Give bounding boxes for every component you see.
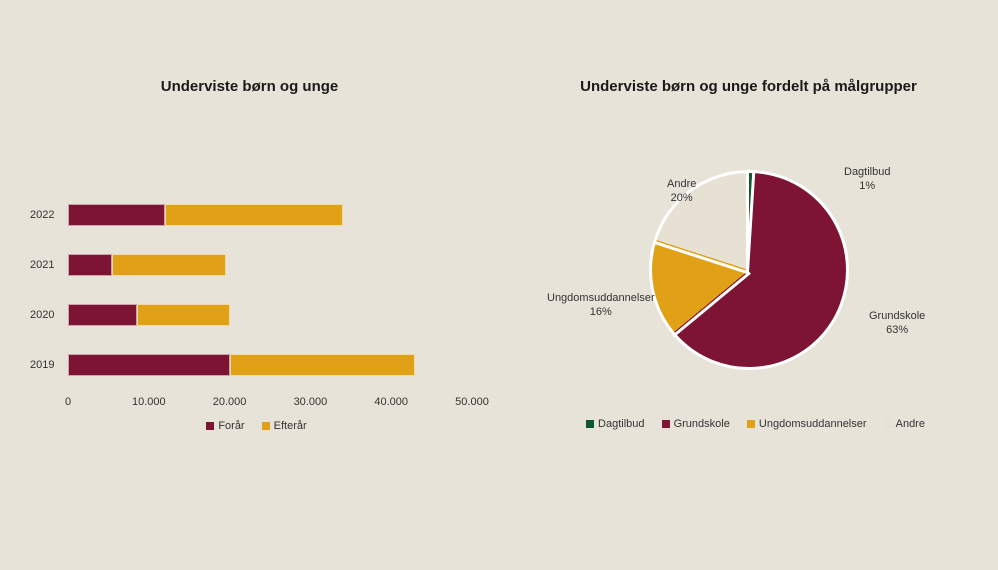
pie-label-andre: Andre20% (667, 178, 696, 206)
bar-chart-xaxis: 010.00020.00030.00040.00050.000 (68, 396, 472, 414)
pie-chart-panel: Underviste børn og unge fordelt på målgr… (499, 0, 998, 570)
bar-segment (112, 254, 225, 276)
bar-ylabel: 2022 (30, 209, 54, 221)
bar-xtick: 40.000 (374, 396, 408, 408)
bar-segment (165, 204, 343, 226)
bar-segment (68, 304, 137, 326)
pie-chart-legend: Dagtilbud Grundskole Ungdomsuddannelser … (499, 418, 998, 430)
bar-chart-legend: Forår Efterår (0, 420, 499, 432)
pie-chart-wrap: Dagtilbud1% Grundskole63% Ungdomsuddanne… (649, 170, 849, 370)
legend-label-grundskole: Grundskole (674, 418, 730, 430)
bar-segment (68, 354, 230, 376)
legend-label-efterar: Efterår (274, 420, 307, 432)
legend-swatch-efterar (262, 422, 270, 430)
legend-swatch-grundskole (662, 420, 670, 428)
bar-segment (137, 304, 230, 326)
pie-label-dagtilbud: Dagtilbud1% (844, 166, 890, 194)
bar-row: 2020 (68, 290, 472, 340)
bar-segment (68, 254, 112, 276)
bar-row: 2022 (68, 190, 472, 240)
bar-chart-title: Underviste børn og unge (0, 78, 499, 95)
bar-xtick: 0 (65, 396, 71, 408)
legend-swatch-andre (884, 420, 892, 428)
legend-swatch-dagtilbud (586, 420, 594, 428)
bar-chart-panel: Underviste børn og unge 2022202120202019… (0, 0, 499, 570)
bar-xtick: 50.000 (455, 396, 489, 408)
bar-xtick: 30.000 (294, 396, 328, 408)
bar-chart-plot: 2022202120202019 (68, 190, 472, 390)
bar-row: 2019 (68, 340, 472, 390)
pie-chart-title: Underviste børn og unge fordelt på målgr… (499, 78, 998, 95)
bar-ylabel: 2019 (30, 359, 54, 371)
pie-label-ungdomsuddannelser: Ungdomsuddannelser16% (547, 292, 655, 320)
bar-xtick: 10.000 (132, 396, 166, 408)
pie-label-grundskole: Grundskole63% (869, 310, 925, 338)
legend-swatch-ungdomsuddannelser (747, 420, 755, 428)
bar-row: 2021 (68, 240, 472, 290)
bar-ylabel: 2021 (30, 259, 54, 271)
bar-segment (230, 354, 416, 376)
legend-label-andre: Andre (896, 418, 925, 430)
bar-ylabel: 2020 (30, 309, 54, 321)
legend-label-dagtilbud: Dagtilbud (598, 418, 644, 430)
bar-xtick: 20.000 (213, 396, 247, 408)
legend-label-ungdomsuddannelser: Ungdomsuddannelser (759, 418, 867, 430)
bar-segment (68, 204, 165, 226)
legend-label-forar: Forår (218, 420, 244, 432)
legend-swatch-forar (206, 422, 214, 430)
